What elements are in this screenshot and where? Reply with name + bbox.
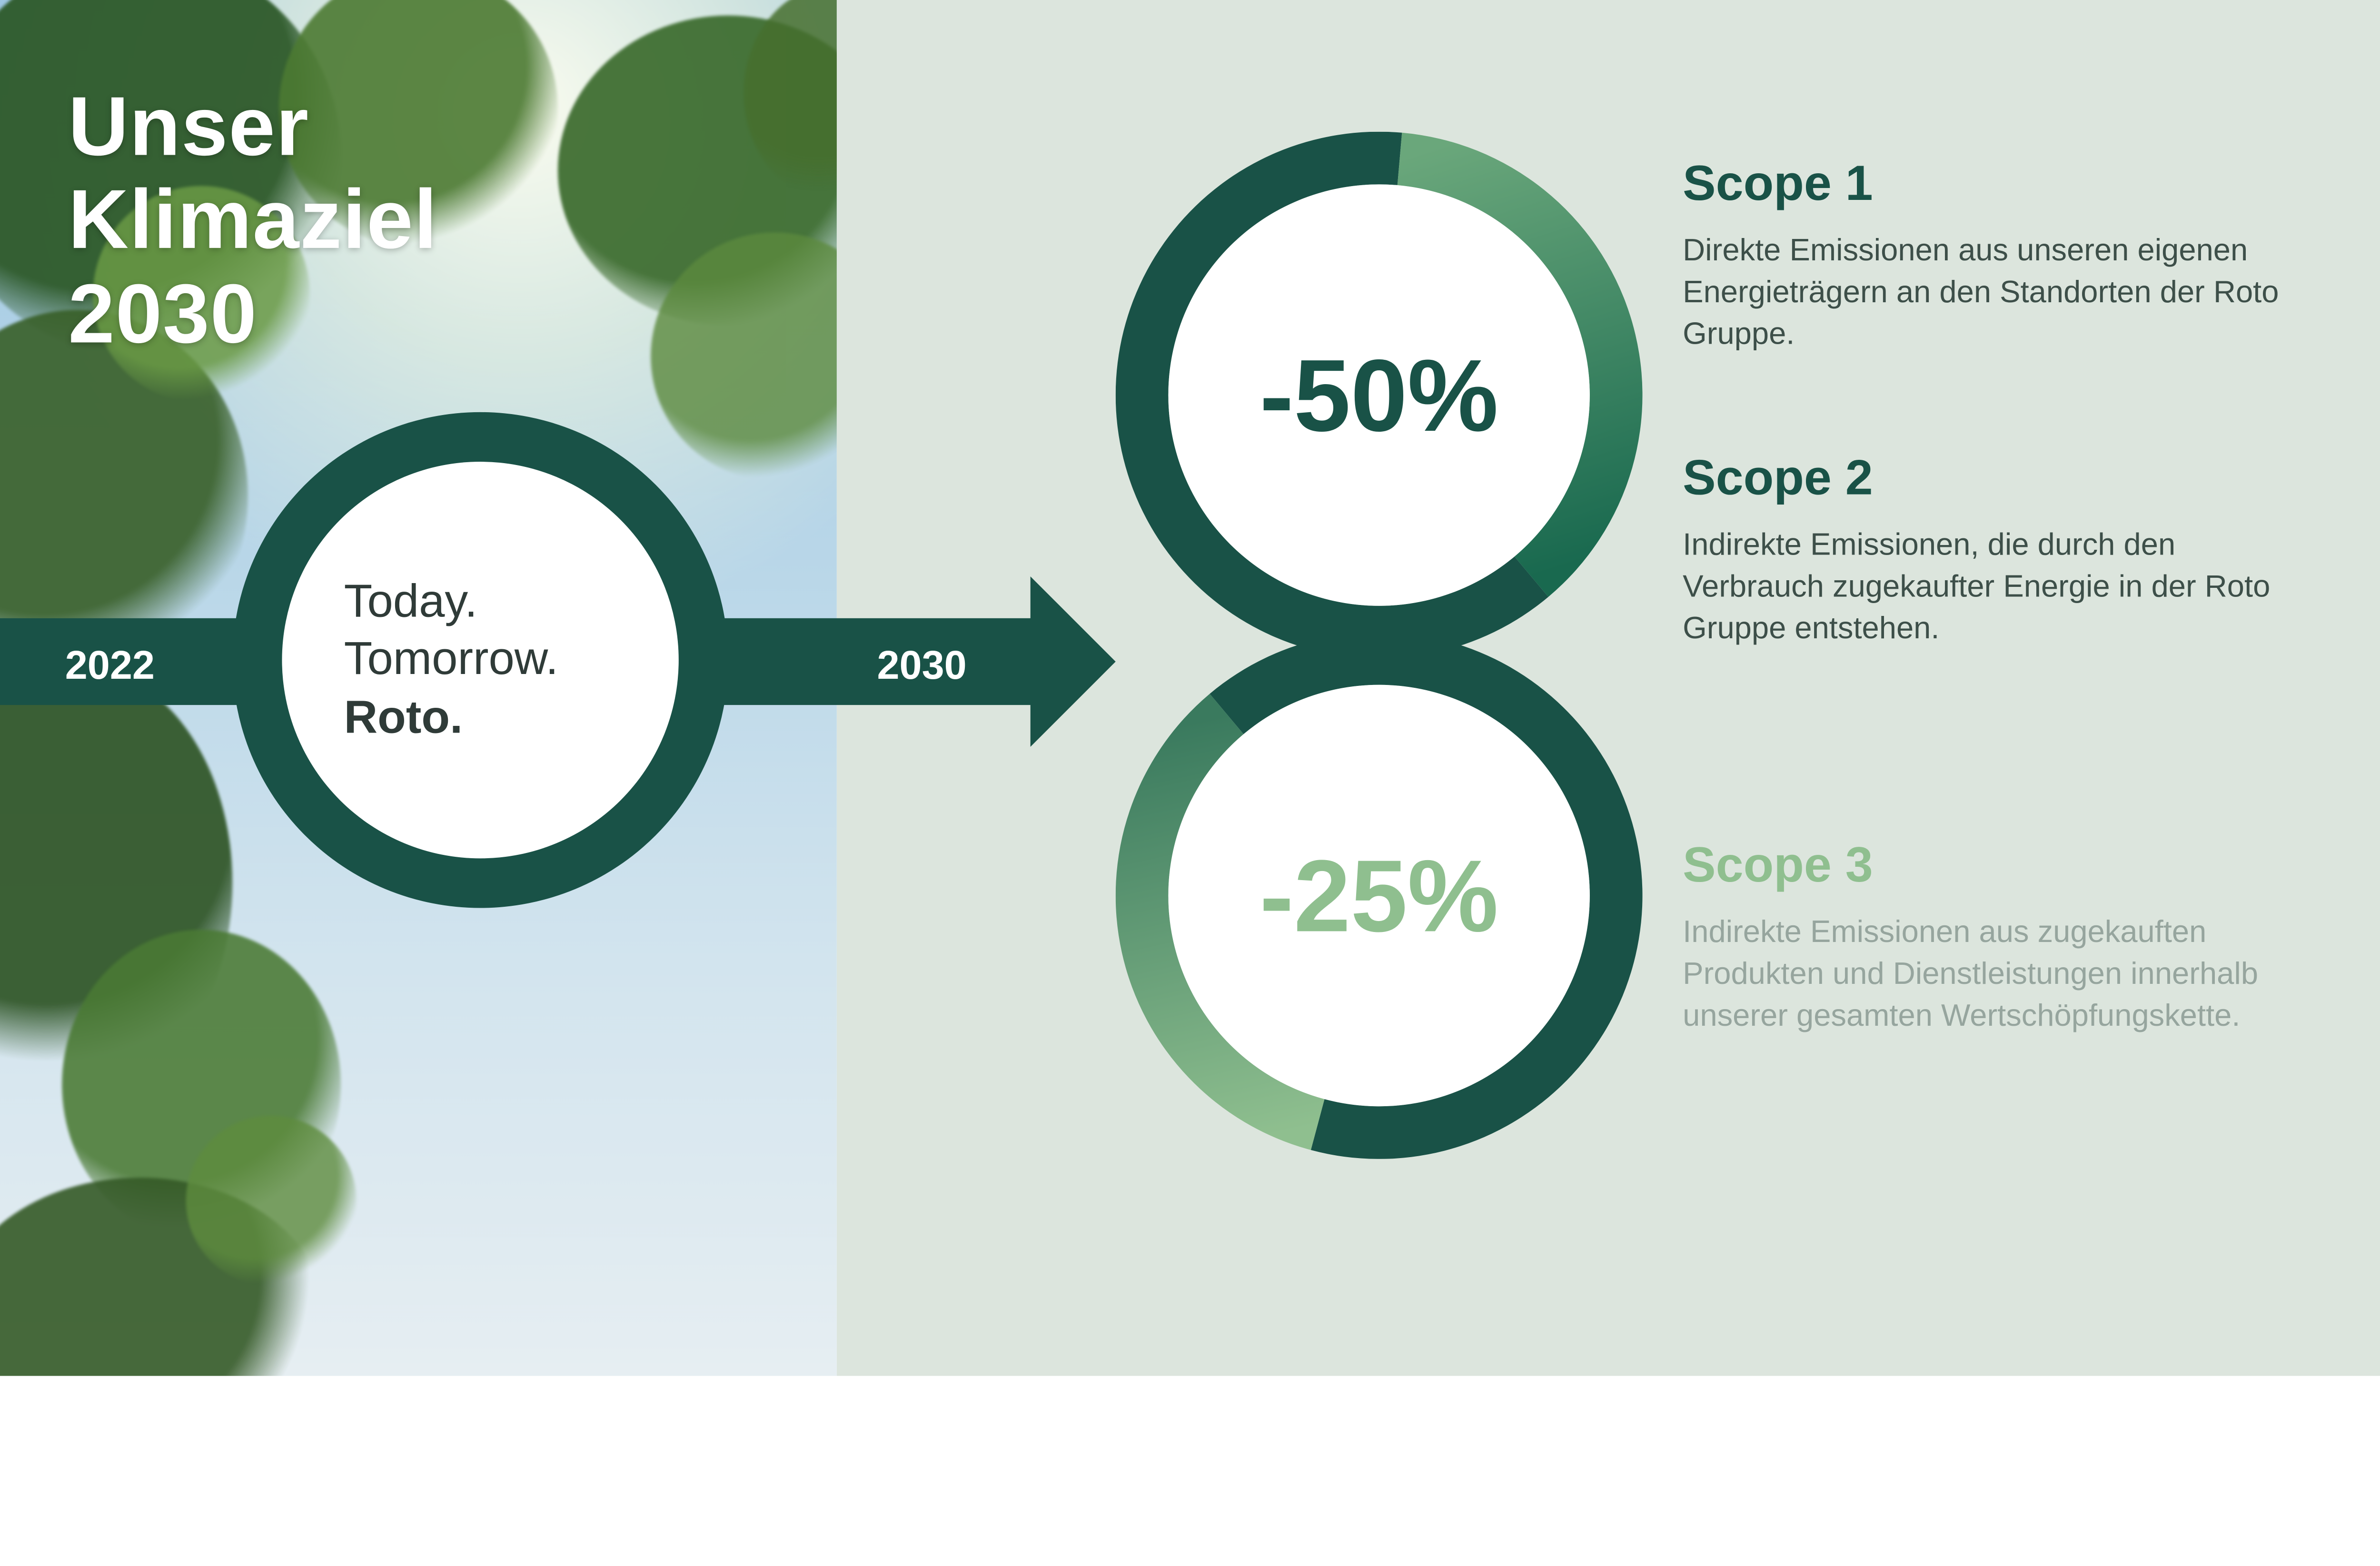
start-line-3: Roto.	[344, 689, 679, 747]
scope-1-block: Scope 1 Direkte Emissionen aus unseren e…	[1683, 155, 2302, 357]
timeline-arrow-head	[1031, 576, 1116, 747]
headline: Unser Klimaziel 2030	[68, 80, 438, 362]
scope-2-body: Indirekte Emissionen, die durch den Verb…	[1683, 525, 2302, 651]
donut-bottom: -25%	[1116, 632, 1643, 1159]
scope-2-title: Scope 2	[1683, 449, 2302, 506]
donut-bottom-center: -25%	[1168, 685, 1589, 1106]
scope-1-body: Direkte Emissionen aus unseren eigenen E…	[1683, 231, 2302, 357]
scope-1-title: Scope 1	[1683, 155, 2302, 212]
year-end-label: 2030	[877, 642, 966, 690]
timeline-bar-right	[719, 618, 1033, 705]
start-line-2: Tomorrow.	[344, 631, 679, 689]
headline-line-3: 2030	[68, 268, 438, 362]
year-start-label: 2022	[65, 642, 155, 690]
donut-bottom-value: -25%	[1259, 837, 1498, 954]
donut-top-value: -50%	[1259, 336, 1498, 454]
headline-line-2: Klimaziel	[68, 174, 438, 268]
start-circle-inner: Today. Tomorrow. Roto.	[282, 462, 678, 858]
scope-2-block: Scope 2 Indirekte Emissionen, die durch …	[1683, 449, 2302, 651]
scope-3-block: Scope 3 Indirekte Emissionen aus zugekau…	[1683, 837, 2302, 1038]
donut-top-center: -50%	[1168, 184, 1589, 605]
scope-3-body: Indirekte Emissionen aus zugekauften Pro…	[1683, 912, 2302, 1038]
start-line-1: Today.	[344, 573, 679, 631]
headline-line-1: Unser	[68, 80, 438, 174]
donut-top: -50%	[1116, 132, 1643, 659]
scope-3-title: Scope 3	[1683, 837, 2302, 894]
